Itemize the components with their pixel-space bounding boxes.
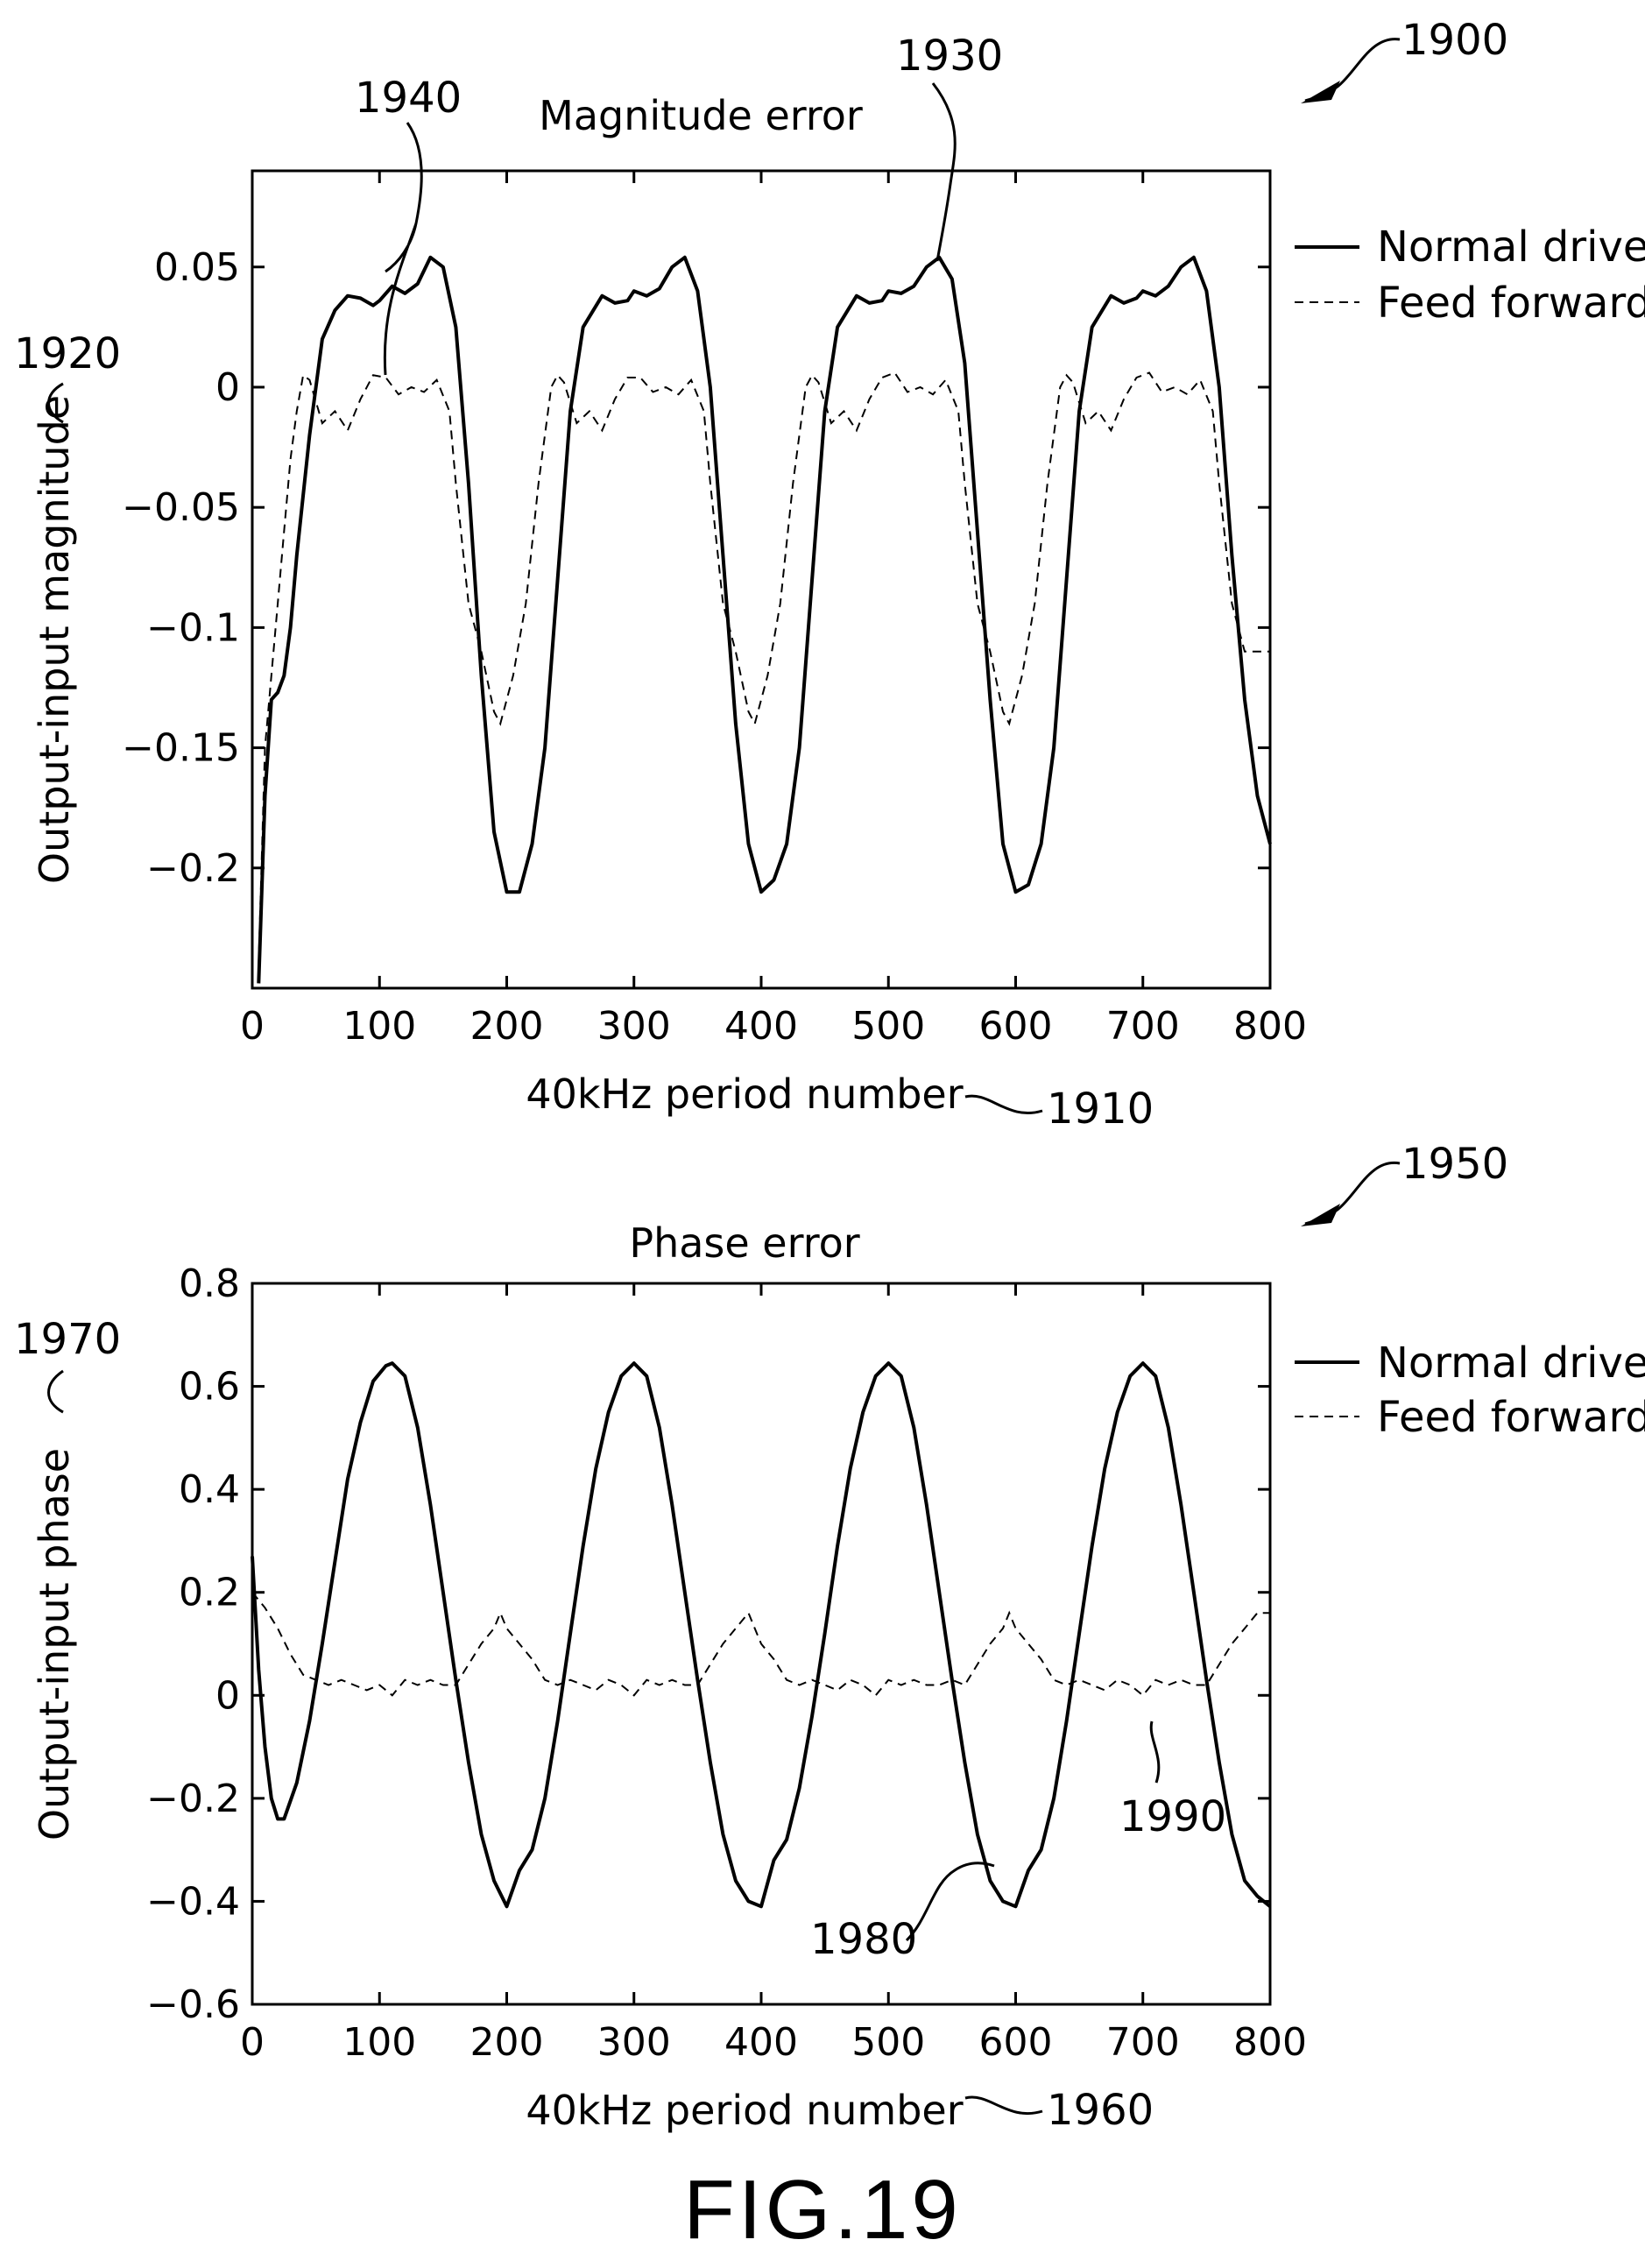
ref-1940: 1940 bbox=[355, 74, 462, 123]
y-tick-label: −0.1 bbox=[146, 605, 240, 650]
magnitude-error-chart: Magnitude error 0 100 200 300 400 500 600 700 80… bbox=[31, 92, 1645, 1118]
series-line-feed-forward bbox=[251, 1592, 1270, 1697]
series-line-normal-drive bbox=[257, 255, 1272, 984]
ref-1920: 1920 bbox=[14, 329, 121, 378]
tick-group: 0 100 200 300 400 500 600 700 800 0.05 0 −0.05 −0.1 −… bbox=[122, 171, 1307, 1049]
ref-1950-arrow bbox=[1304, 1161, 1401, 1226]
y-tick-label: −0.05 bbox=[122, 485, 240, 530]
y-tick-label: −0.2 bbox=[146, 1777, 240, 1821]
y-tick-label: 0 bbox=[215, 365, 240, 410]
x-tick-label: 800 bbox=[1233, 1004, 1307, 1049]
ref-1960: 1960 bbox=[1047, 2086, 1154, 2135]
x-tick-label: 600 bbox=[979, 1004, 1053, 1049]
chart-title: Phase error bbox=[629, 1219, 859, 1267]
series-group bbox=[251, 1361, 1272, 1909]
y-axis-title: Output-input phase bbox=[31, 1448, 78, 1841]
ref-1990-leader bbox=[1149, 1720, 1161, 1784]
x-tick-label: 200 bbox=[470, 2020, 544, 2065]
series-line-feed-forward bbox=[258, 371, 1270, 964]
legend-label-normal-drive: Normal drive bbox=[1377, 223, 1645, 272]
series-line-normal-drive bbox=[251, 1361, 1272, 1909]
figure-label: FIG.19 bbox=[683, 2163, 961, 2257]
x-tick-label: 400 bbox=[724, 2020, 798, 2065]
ref-1910-leader bbox=[964, 1094, 1043, 1114]
y-tick-label: −0.15 bbox=[122, 726, 240, 771]
x-axis-title: 40kHz period number bbox=[526, 2087, 963, 2134]
ref-1980: 1980 bbox=[810, 1915, 917, 1964]
ref-1940-leader bbox=[383, 122, 423, 376]
ref-1900-arrowhead bbox=[1301, 81, 1340, 103]
ref-1930: 1930 bbox=[896, 32, 1003, 81]
x-tick-label: 500 bbox=[851, 1004, 925, 1049]
x-axis-title: 40kHz period number bbox=[526, 1070, 963, 1118]
ref-1900: 1900 bbox=[1401, 16, 1508, 65]
y-axis-title: Output-input magnitude bbox=[31, 395, 78, 884]
y-tick-label: −0.4 bbox=[146, 1879, 240, 1924]
ref-1990: 1990 bbox=[1119, 1792, 1226, 1841]
legend-label-normal-drive: Normal drive bbox=[1377, 1339, 1645, 1388]
ref-1930-leader bbox=[931, 82, 957, 262]
x-tick-label: 100 bbox=[342, 2020, 416, 2065]
x-tick-label: 300 bbox=[597, 1004, 671, 1049]
ref-1900-arrow bbox=[1304, 38, 1401, 102]
legend-label-feed-forward: Feed forward bbox=[1377, 1393, 1645, 1442]
ref-1950-arrowhead bbox=[1301, 1204, 1340, 1226]
x-tick-label: 400 bbox=[724, 1004, 798, 1049]
x-tick-label: 0 bbox=[240, 1004, 265, 1049]
chart-title: Magnitude error bbox=[539, 92, 863, 139]
x-tick-label: 100 bbox=[342, 1004, 416, 1049]
x-tick-label: 0 bbox=[240, 2020, 265, 2065]
ref-1950: 1950 bbox=[1401, 1140, 1508, 1189]
ref-1960-leader bbox=[964, 2095, 1043, 2116]
series-group bbox=[257, 255, 1272, 984]
ref-1970: 1970 bbox=[14, 1315, 121, 1364]
y-tick-label: 0.8 bbox=[179, 1261, 240, 1306]
y-tick-label: 0.05 bbox=[154, 245, 240, 290]
ref-1970-leader bbox=[47, 1369, 64, 1414]
x-tick-label: 700 bbox=[1106, 1004, 1180, 1049]
legend: Normal drive Feed forward bbox=[1295, 1339, 1645, 1442]
y-tick-label: 0 bbox=[215, 1673, 240, 1718]
x-tick-label: 700 bbox=[1106, 2020, 1180, 2065]
x-tick-label: 500 bbox=[851, 2020, 925, 2065]
y-tick-label: 0.6 bbox=[179, 1365, 240, 1410]
x-tick-label: 300 bbox=[597, 2020, 671, 2065]
ref-1920-leader bbox=[47, 382, 64, 424]
x-tick-label: 600 bbox=[979, 2020, 1053, 2065]
legend-label-feed-forward: Feed forward bbox=[1377, 279, 1645, 328]
y-tick-label: 0.2 bbox=[179, 1571, 240, 1615]
ref-1980-leader bbox=[905, 1862, 995, 1942]
phase-error-chart: Phase error 0 100 200 300 400 500 600 700 800 0.8… bbox=[31, 1219, 1645, 2134]
y-tick-label: 0.4 bbox=[179, 1467, 240, 1512]
tick-group: 0 100 200 300 400 500 600 700 8000.80.60.40.20−0… bbox=[146, 1261, 1307, 2065]
legend: Normal drive Feed forward bbox=[1295, 223, 1645, 328]
y-tick-label: −0.6 bbox=[146, 1982, 240, 2027]
y-tick-label: −0.2 bbox=[146, 846, 240, 891]
reference-numerals: 1900 1940 1930 1920 1910 1950 1970 1960 … bbox=[14, 16, 1508, 2135]
x-tick-label: 200 bbox=[470, 1004, 544, 1049]
ref-1910: 1910 bbox=[1047, 1085, 1154, 1134]
x-tick-label: 800 bbox=[1233, 2020, 1307, 2065]
